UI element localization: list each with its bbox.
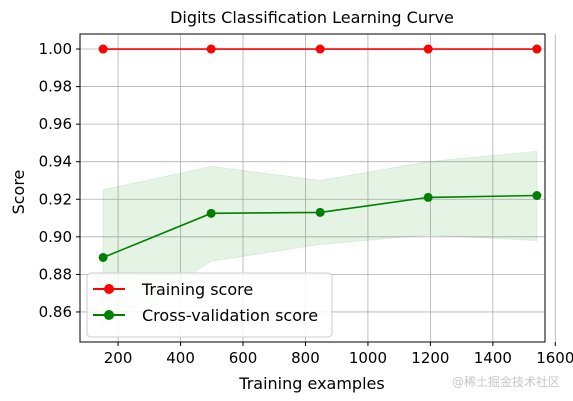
training-score-point: [532, 44, 542, 54]
y-axis-ticks: 0.86 0.88 0.90 0.92 0.94 0.96 0.98 1.00: [39, 40, 80, 321]
x-tick-label-1000: 1000: [349, 349, 387, 367]
training-score-point: [206, 44, 216, 54]
grid-lines: [80, 34, 556, 342]
legend-marker-cv: [104, 310, 114, 320]
legend-box: [86, 272, 333, 338]
y-tick-label-0.94: 0.94: [39, 153, 72, 171]
cross-validation-score-point: [423, 192, 433, 202]
training-score-point: [98, 44, 108, 54]
legend-label-cv: Cross-validation score: [142, 306, 318, 325]
plot-frame: [79, 33, 546, 343]
cross-validation-score-point: [532, 191, 542, 201]
legend: Training score Cross-validation score: [86, 272, 333, 338]
y-tick-label-0.98: 0.98: [39, 78, 72, 96]
cross-validation-score-point: [98, 252, 108, 262]
y-tick-label-0.96: 0.96: [39, 115, 72, 133]
x-axis-ticks: 200 400 600 800 1000 1200 1400 1600: [104, 342, 573, 367]
series-markers: [98, 44, 542, 262]
y-tick-label-1.00: 1.00: [39, 40, 72, 58]
cross-validation-score-point: [315, 207, 325, 217]
x-tick-label-600: 600: [229, 349, 258, 367]
legend-marker-training: [104, 284, 114, 294]
y-tick-label-0.92: 0.92: [39, 190, 72, 208]
chart-title: Digits Classification Learning Curve: [170, 8, 454, 27]
x-axis-title: Training examples: [238, 374, 384, 393]
x-tick-label-400: 400: [166, 349, 195, 367]
y-tick-label-0.88: 0.88: [39, 265, 72, 283]
legend-label-training: Training score: [141, 280, 253, 299]
y-tick-label-0.90: 0.90: [39, 228, 72, 246]
x-tick-label-1200: 1200: [411, 349, 449, 367]
training-score-point: [423, 44, 433, 54]
y-axis-title: Score: [9, 170, 28, 215]
x-tick-label-1400: 1400: [474, 349, 512, 367]
x-tick-label-1600: 1600: [536, 349, 573, 367]
training-score-point: [315, 44, 325, 54]
x-tick-label-200: 200: [104, 349, 133, 367]
y-tick-label-0.86: 0.86: [39, 303, 72, 321]
cross-validation-score-point: [206, 208, 216, 218]
x-tick-label-800: 800: [291, 349, 320, 367]
watermark: @稀土掘金技术社区: [452, 374, 560, 389]
